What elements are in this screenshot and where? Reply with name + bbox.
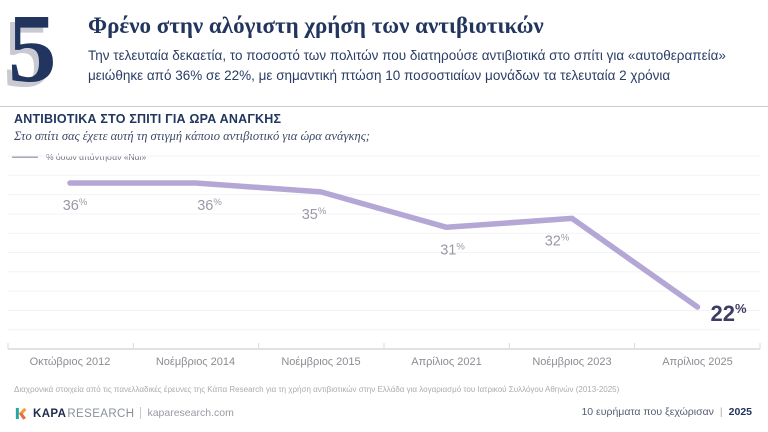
x-axis-label: Απρίλιος 2021: [411, 356, 482, 368]
legend-label: % όσων απάντησαν «Ναι»: [46, 152, 147, 162]
data-point-label: 32%: [545, 232, 570, 249]
edition-title: 10 ευρήματα που ξεχώρισαν: [581, 406, 714, 418]
brand-name-light: RESEARCH: [67, 408, 135, 420]
data-point-label: 36%: [197, 197, 222, 214]
source-footnote: Διαχρονικά στοιχεία από τις πανελλαδικές…: [14, 385, 620, 394]
footer-divider: [140, 407, 142, 419]
data-point-label: 35%: [302, 206, 327, 223]
subtitle-line-1: Την τελευταία δεκαετία, το ποσοστό των π…: [88, 48, 726, 63]
footer-edition: 10 ευρήματα που ξεχώρισαν | 2025: [581, 406, 752, 418]
header-divider: [0, 106, 768, 107]
chart-section-title: ΑΝΤΙΒΙΟΤΙΚΑ ΣΤΟ ΣΠΙΤΙ ΓΙΑ ΩΡΑ ΑΝΑΓΚΗΣ: [14, 112, 282, 126]
x-axis-label: Οκτώβριος 2012: [29, 356, 111, 368]
x-axis-label: Νοέμβριος 2015: [281, 356, 361, 368]
survey-question: Στο σπίτι σας έχετε αυτή τη στιγμή κάποι…: [14, 129, 370, 143]
footer-brand: KAPARESEARCH kaparesearch.com: [14, 404, 234, 422]
header: Φρένο στην αλόγιστη χρήση των αντιβιοτικ…: [88, 13, 760, 86]
x-axis-label: Απρίλιος 2025: [662, 356, 733, 368]
x-axis-label: Νοέμβριος 2014: [155, 356, 236, 368]
trend-line: [67, 180, 701, 310]
edition-separator: |: [719, 406, 723, 418]
page-title: Φρένο στην αλόγιστη χρήση των αντιβιοτικ…: [88, 13, 544, 38]
legend-line-sample: [12, 156, 38, 158]
website-link[interactable]: kaparesearch.com: [147, 407, 234, 419]
trend-line-chart: 36% 36% 35% 31% 32% 22%: [7, 155, 761, 350]
brand-name-bold: KAPA: [33, 408, 67, 420]
kapa-logo-icon: [15, 407, 27, 420]
page-subtitle: Την τελευταία δεκαετία, το ποσοστό των π…: [88, 46, 760, 86]
data-point-label: 36%: [63, 197, 88, 214]
chart-legend: % όσων απάντησαν «Ναι»: [12, 152, 146, 162]
edition-year: 2025: [728, 406, 752, 418]
data-point-label: 31%: [440, 241, 465, 258]
brand-name: KAPARESEARCH: [33, 404, 134, 422]
subtitle-line-2: μειώθηκε από 36% σε 22%, με σημαντική πτ…: [88, 68, 671, 83]
data-point-label: 22%: [711, 301, 747, 326]
finding-number: 5: [8, 0, 57, 102]
x-axis-label: Νοέμβριος 2023: [532, 356, 612, 368]
